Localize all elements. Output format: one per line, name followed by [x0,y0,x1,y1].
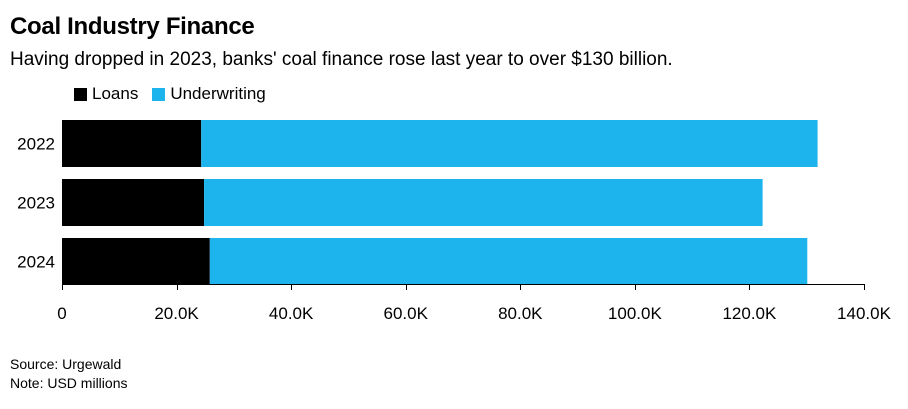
x-tick-label-20.0K: 20.0K [154,304,199,323]
legend-label-loans: Loans [92,84,139,103]
x-tick-label-80.0K: 80.0K [498,304,543,323]
x-tick-label-40.0K: 40.0K [269,304,314,323]
chart-subtitle: Having dropped in 2023, banks' coal fina… [10,49,673,70]
legend-item-loans: Loans [74,84,138,104]
category-label-2024: 2024 [17,253,55,272]
category-label-2023: 2023 [17,194,55,213]
bar-underwriting-2024 [209,238,808,285]
bar-loans-2024 [62,238,210,285]
legend-swatch-underwriting [152,87,166,101]
x-tick-label-100.0K: 100.0K [608,304,663,323]
bar-underwriting-2023 [204,179,763,226]
x-tick-label-120.0K: 120.0K [722,304,777,323]
source-note: Source: Urgewald [10,356,122,372]
chart-title: Coal Industry Finance [10,13,255,40]
x-tick-label-60.0K: 60.0K [383,304,428,323]
legend-item-underwriting: Underwriting [152,84,266,104]
units-note: Note: USD millions [10,375,128,391]
legend-label-underwriting: Underwriting [170,84,266,103]
x-tick-label-0: 0 [57,304,66,323]
legend: Loans Underwriting [74,84,280,104]
bar-loans-2022 [62,120,202,167]
x-tick-label-140.0K: 140.0K [837,304,892,323]
legend-swatch-loans [74,87,87,101]
category-label-2022: 2022 [17,135,55,154]
bar-loans-2023 [62,179,205,226]
bar-underwriting-2022 [201,120,818,167]
